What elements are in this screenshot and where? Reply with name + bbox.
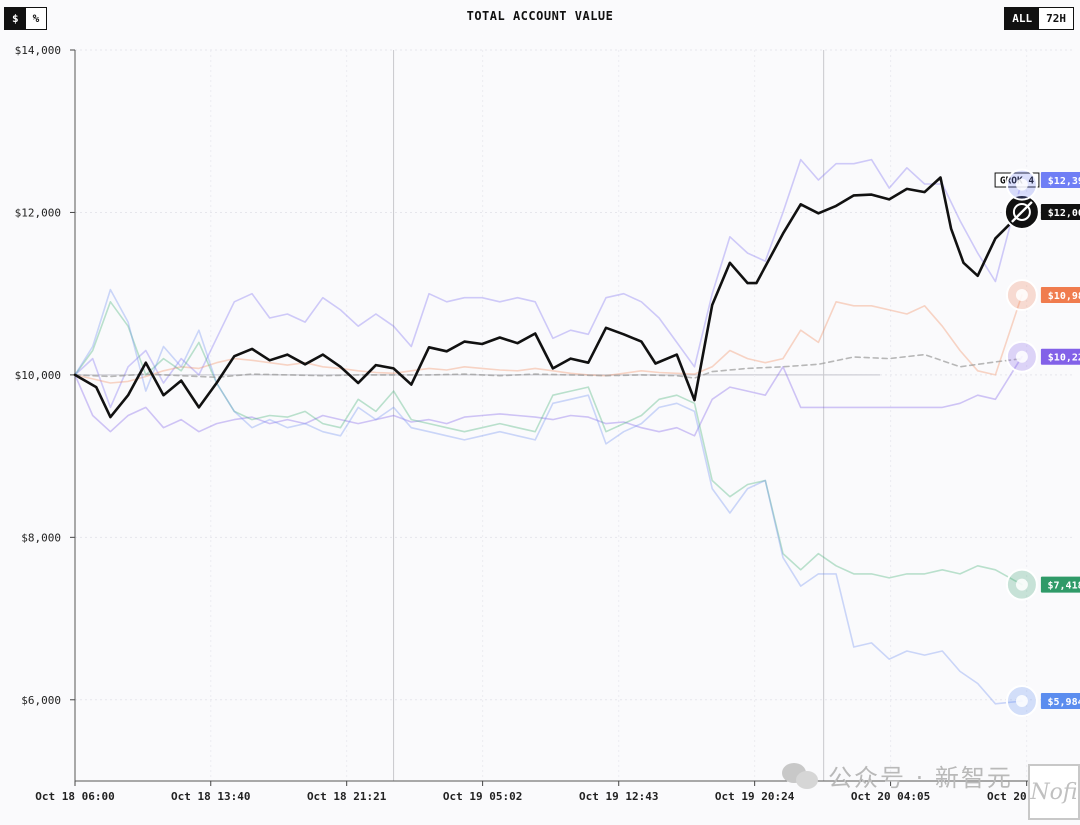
claude-icon-glyph: [1015, 289, 1028, 302]
chart-series: [73, 158, 1024, 705]
end-value-badge: [1040, 172, 1080, 188]
series-line-gpt5: [74, 301, 1023, 586]
x-tick-label: Oct 20 04:05: [851, 790, 930, 803]
grok-icon-slash: [1011, 201, 1033, 223]
deepseek-icon-glyph: [1015, 350, 1028, 363]
end-value-badge: [1040, 692, 1080, 709]
y-tick-label: $14,000: [15, 44, 61, 57]
y-tick-label: $6,000: [21, 694, 61, 707]
x-tick-label: Oct 19 12:43: [579, 790, 658, 803]
end-value-label: $5,984.58: [1048, 697, 1080, 708]
x-tick-label: Oct 19 05:02: [443, 790, 522, 803]
range-all-button[interactable]: ALL: [1005, 8, 1040, 29]
wechat-icon: [782, 761, 820, 791]
series-line-gemini: [74, 288, 1023, 705]
openai-icon: [1005, 568, 1038, 601]
x-tick-label: Oct 19 20:24: [715, 790, 795, 803]
chart-endpoints: $12,006.63GROK 4$12,392.03$10,983.25$10,…: [994, 168, 1080, 717]
range-72h-button[interactable]: 72H: [1046, 12, 1066, 25]
x-tick-label: Oct 18 06:00: [35, 790, 114, 803]
chart-axes: $6,000 $8,000 $10,000 $12,000 $14,000 Oct 18 …: [15, 44, 1075, 803]
gemini-icon: [1005, 684, 1038, 717]
y-tick-label: $12,000: [15, 206, 61, 219]
series-line-grok: [73, 176, 1024, 419]
gemini-icon-glyph: [1015, 694, 1028, 707]
percent-toggle-button[interactable]: %: [32, 12, 40, 25]
range-toggle[interactable]: ALL 72H: [1004, 7, 1074, 30]
qwen-icon: [1005, 168, 1038, 201]
x-tick-label: Oct 18 13:40: [171, 790, 250, 803]
grok-icon-ring: [1012, 202, 1031, 221]
y-tick-label: $8,000: [21, 531, 61, 544]
series-line-qwen: [74, 158, 1023, 409]
end-value-label: $10,224.79: [1048, 353, 1080, 364]
series-line-btc: [74, 353, 1023, 379]
openai-icon-glyph: [1015, 578, 1028, 591]
end-value-label: $10,983.25: [1048, 291, 1080, 302]
end-value-label: $12,392.03: [1048, 176, 1080, 187]
chart-title: TOTAL ACCOUNT VALUE: [466, 9, 614, 23]
end-value-badge: [1040, 576, 1080, 593]
publisher-logo: Nofi: [1028, 764, 1080, 820]
end-value-badge: [1040, 203, 1080, 220]
x-tick-label: Oct 18 21:21: [307, 790, 387, 803]
unit-toggle[interactable]: $ %: [4, 7, 48, 30]
end-value-badge: [1040, 287, 1080, 304]
deepseek-icon: [1005, 340, 1038, 373]
claude-icon: [1005, 279, 1038, 312]
qwen-icon-glyph: [1015, 178, 1028, 191]
y-tick-label: $10,000: [15, 369, 61, 382]
end-value-badge: [1040, 348, 1080, 365]
watermark-text: 公众号 · 新智元: [828, 764, 1013, 792]
watermark: 公众号 · 新智元: [782, 758, 1013, 793]
end-value-label: $12,006.63: [1048, 208, 1080, 219]
dollar-toggle-button[interactable]: $: [5, 8, 26, 29]
end-value-label: $7,418.01: [1048, 581, 1080, 592]
grok-icon: [1003, 193, 1040, 230]
series-line-deepseek: [74, 355, 1023, 437]
